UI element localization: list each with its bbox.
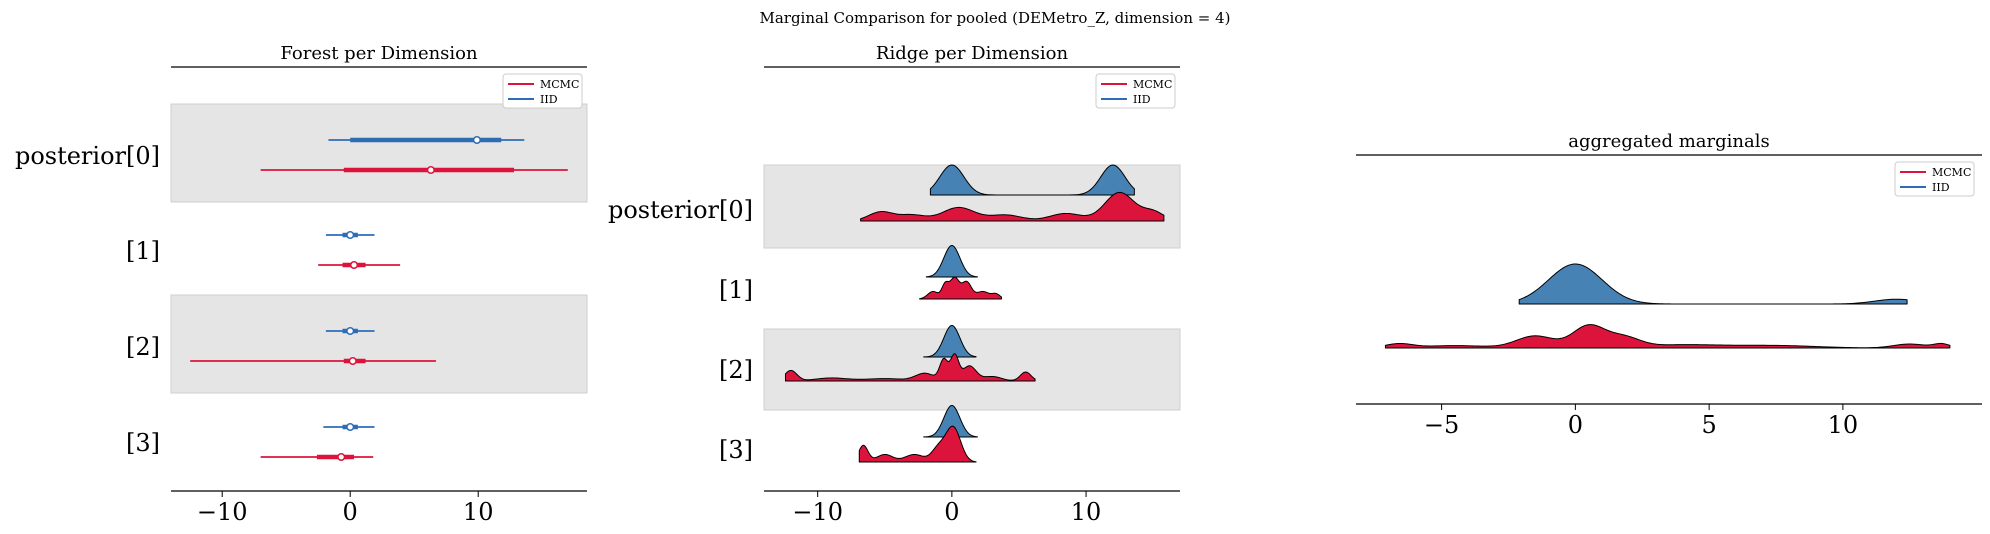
ridge-legend-label-mcmc: MCMC — [1133, 78, 1172, 91]
aggregated-xtick-label: 10 — [1828, 411, 1859, 439]
forest-mcmc-median-point — [426, 165, 435, 175]
forest-iid-median-point — [346, 422, 355, 432]
forest-row-band — [170, 294, 588, 394]
ridge-ylabel: posterior[0] — [608, 196, 753, 224]
aggregated-title: aggregated marginals — [1568, 131, 1769, 152]
forest-ylabel: [3] — [126, 429, 160, 457]
aggregated-legend-label-mcmc: MCMC — [1932, 166, 1971, 179]
forest-iid-median-point — [346, 230, 355, 240]
forest-ylabel: posterior[0] — [15, 142, 160, 170]
forest-ylabel: [1] — [126, 237, 160, 265]
ridge-iid-density-row — [923, 405, 978, 438]
forest-title: Forest per Dimension — [280, 43, 478, 64]
ridge-ylabel: [3] — [719, 436, 753, 464]
ridge-xtick-label: 10 — [1071, 498, 1102, 526]
forest-xtick-label: −10 — [197, 498, 248, 526]
forest-xtick-label: 10 — [463, 498, 494, 526]
forest-xtick-label: 0 — [343, 498, 358, 526]
forest-mcmc-median-point — [337, 452, 346, 462]
ridge-panel: Ridge per Dimension −10 0 10 posterior[0] [… — [608, 43, 1181, 526]
ridge-mcmc-density-row — [860, 191, 1165, 222]
ridge-mcmc-density-row — [784, 353, 1036, 382]
ridge-xtick-label: 0 — [944, 498, 959, 526]
forest-mcmc-median-point — [349, 260, 359, 270]
forest-mcmc-median-point — [348, 356, 357, 366]
ridge-title: Ridge per Dimension — [876, 43, 1069, 64]
ridge-mcmc-density-row — [858, 425, 977, 463]
forest-row-band — [170, 103, 588, 203]
ridge-xtick-label: −10 — [792, 498, 843, 526]
forest-panel: Forest per Dimension −10 0 10 posterior[0]… — [15, 43, 588, 526]
forest-iid-median-point — [346, 326, 355, 336]
ridge-legend-label-iid: IID — [1133, 93, 1151, 106]
aggregated-xtick-label: 5 — [1701, 411, 1716, 439]
ridge-iid-density-row — [925, 245, 978, 278]
ridge-ylabel: [1] — [719, 276, 753, 304]
forest-iid-median-point — [472, 135, 481, 145]
aggregated-panel: aggregated marginals −5 0 5 10 MCMC IID — [1356, 131, 1982, 439]
forest-legend-label-mcmc: MCMC — [540, 78, 579, 91]
aggregated-iid-density — [1518, 263, 1908, 305]
ridge-mcmc-density-row — [919, 276, 1003, 300]
aggregated-xtick-label: −5 — [1424, 411, 1459, 439]
figure-suptitle: Marginal Comparison for pooled (DEMetro_… — [759, 9, 1230, 27]
ridge-iid-density-row — [923, 325, 977, 358]
ridge-ylabel: [2] — [719, 356, 753, 384]
forest-ylabel: [2] — [126, 333, 160, 361]
ridge-iid-density-row — [929, 164, 1135, 196]
aggregated-xtick-label: 0 — [1568, 411, 1583, 439]
aggregated-mcmc-density — [1384, 324, 1951, 349]
aggregated-legend-label-iid: IID — [1932, 181, 1950, 194]
forest-legend-label-iid: IID — [540, 93, 558, 106]
